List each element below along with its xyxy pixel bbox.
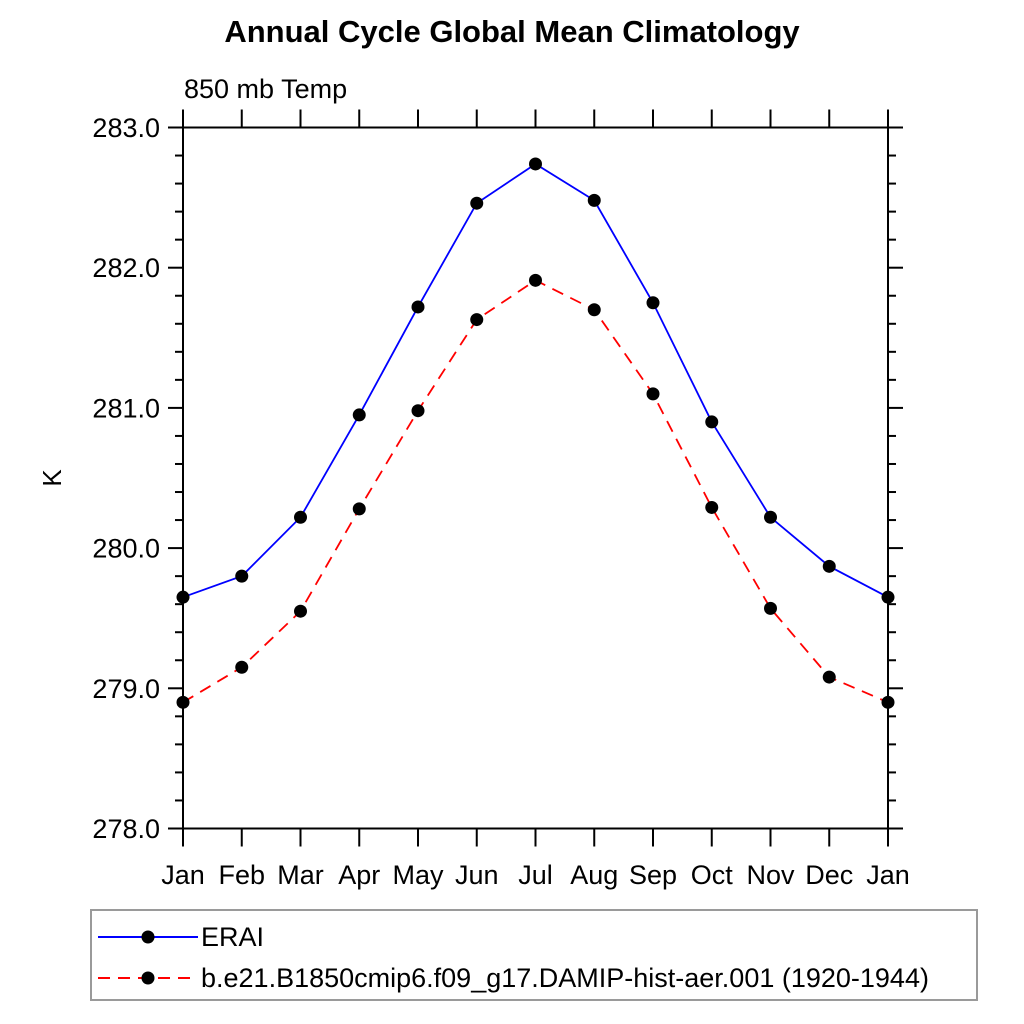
- series-0-line: [182, 162, 889, 599]
- series-0-marker: [470, 196, 484, 210]
- series-1-marker: [352, 502, 366, 516]
- chart-title: Annual Cycle Global Mean Climatology: [224, 14, 800, 49]
- y-tick-label: 282.0: [92, 253, 160, 283]
- legend-label-erai: ERAI: [201, 922, 265, 952]
- legend-box: ERAI b.e21.B1850cmip6.f09_g17.DAMIP-hist…: [90, 909, 978, 1001]
- x-tick-label: Nov: [746, 860, 795, 890]
- plot-frame: [182, 126, 889, 830]
- series-1-marker: [235, 660, 249, 674]
- legend-item-erai: ERAI: [97, 922, 265, 952]
- chart-subtitle: 850 mb Temp: [184, 74, 348, 104]
- x-tick-label: Aug: [570, 860, 618, 890]
- x-tick-label: Sep: [629, 860, 677, 890]
- legend-line-sample-dashed: [98, 971, 198, 985]
- x-tick-label: Mar: [277, 860, 324, 890]
- series-1-marker: [294, 604, 307, 618]
- series-0-marker: [294, 510, 307, 524]
- y-tick-label: 279.0: [92, 674, 160, 704]
- legend-label-model: b.e21.B1850cmip6.f09_g17.DAMIP-hist-aer.…: [201, 963, 929, 993]
- series-1-marker: [470, 313, 484, 327]
- x-tick-label: Jan: [866, 860, 910, 890]
- series-0-marker: [822, 559, 836, 573]
- y-tick-label: 280.0: [92, 534, 160, 564]
- x-tick-label: Apr: [338, 860, 380, 890]
- series-0-marker: [411, 300, 425, 314]
- series-0-marker: [764, 510, 777, 524]
- legend-marker-icon: [141, 971, 155, 985]
- x-tick-label: Jun: [455, 860, 499, 890]
- series-0-marker: [587, 193, 601, 207]
- x-tick-label: Dec: [805, 860, 853, 890]
- y-tick-label: 283.0: [92, 113, 160, 143]
- series-1-marker: [822, 670, 836, 684]
- series-1-marker: [764, 601, 777, 615]
- x-tick-label: Feb: [218, 860, 265, 890]
- x-tick-label: Oct: [691, 860, 734, 890]
- x-tick-label: May: [392, 860, 444, 890]
- x-tick-label: Jul: [518, 860, 553, 890]
- series-1-line: [182, 279, 889, 704]
- series-1-marker: [587, 303, 601, 317]
- series-1-marker: [411, 404, 425, 418]
- series-0-marker: [705, 415, 719, 429]
- series-0-marker: [529, 157, 542, 171]
- series-1-marker: [881, 695, 895, 709]
- legend-marker-icon: [141, 930, 155, 944]
- series-0-marker: [352, 408, 366, 422]
- series-1-marker: [529, 273, 542, 287]
- legend-item-model: b.e21.B1850cmip6.f09_g17.DAMIP-hist-aer.…: [97, 963, 929, 993]
- series-0-marker: [881, 590, 895, 604]
- series-1-marker: [646, 387, 660, 401]
- series-0-marker: [646, 296, 660, 310]
- series-0-marker: [235, 569, 249, 583]
- y-tick-label: 281.0: [92, 393, 160, 423]
- y-tick-label: 278.0: [92, 814, 160, 844]
- series-0-marker: [176, 590, 190, 604]
- legend-line-sample-solid: [98, 930, 198, 944]
- x-tick-label: Jan: [161, 860, 205, 890]
- series-1-marker: [705, 500, 719, 514]
- series-1-marker: [176, 695, 190, 709]
